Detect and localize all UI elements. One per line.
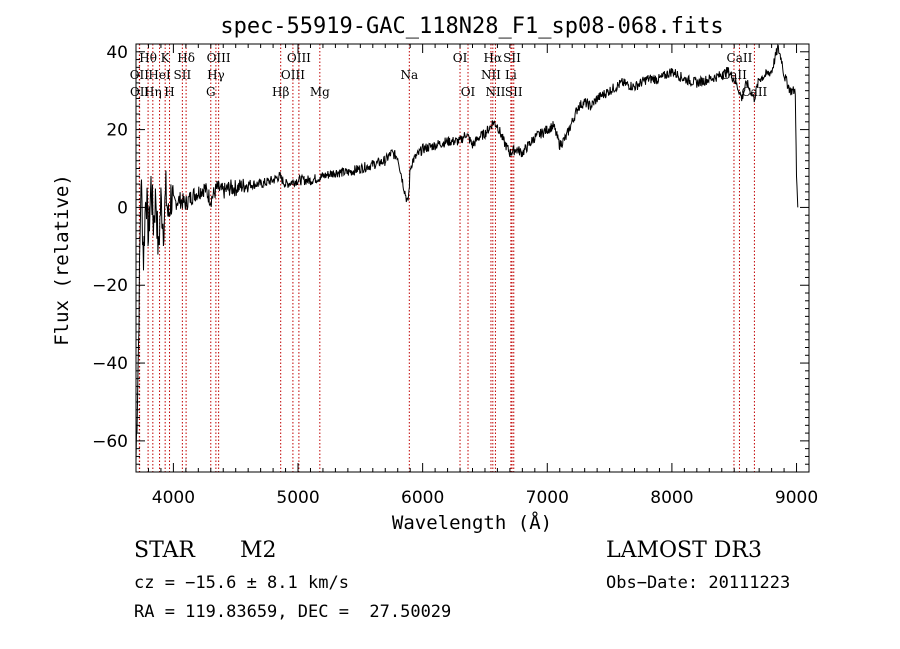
object-class: STAR xyxy=(134,538,195,563)
line-label-20: SII xyxy=(503,51,521,65)
line-label-13: OIII xyxy=(281,68,305,82)
line-label-4: Hη xyxy=(144,85,162,99)
line-label-23: NII xyxy=(485,85,505,99)
y-axis-label: Flux (relative) xyxy=(51,174,73,346)
x-tick-label: 6000 xyxy=(401,488,444,508)
line-label-9: OIII xyxy=(207,51,231,65)
plot-frame xyxy=(135,43,810,473)
y-tick-label: 40 xyxy=(106,43,128,63)
line-label-16: Na xyxy=(400,68,418,82)
line-label-5: K xyxy=(161,51,171,65)
line-label-25: CaII xyxy=(727,51,753,65)
line-label-17: OI xyxy=(453,51,468,65)
x-tick-label: 5000 xyxy=(276,488,319,508)
spectral-line-markers xyxy=(138,44,755,472)
line-label-14: Hβ xyxy=(272,85,289,99)
line-label-15: Mg xyxy=(310,85,330,99)
x-tick-label: 4000 xyxy=(152,488,195,508)
line-label-10: Hγ xyxy=(207,68,225,82)
chart-title: spec-55919-GAC_118N28_F1_sp08-068.fits xyxy=(220,14,723,39)
observation-date: Obs−Date: 20111223 xyxy=(606,573,791,593)
line-label-7: H xyxy=(164,85,174,99)
line-label-27: CaII xyxy=(741,85,767,99)
line-label-8: Hδ xyxy=(177,51,195,65)
survey-label: LAMOST DR3 xyxy=(606,538,762,563)
x-tick-label: 9000 xyxy=(775,488,818,508)
line-label-18: OI xyxy=(461,85,476,99)
y-tick-label: −40 xyxy=(92,354,128,374)
line-label-22: Li xyxy=(505,68,517,82)
coordinates: RA = 119.83659, DEC = 27.50029 xyxy=(134,602,452,622)
x-axis-label: Wavelength (Å) xyxy=(392,511,552,534)
y-tick-label: −60 xyxy=(92,432,128,452)
object-subclass: M2 xyxy=(240,538,277,563)
spectrum-line xyxy=(135,43,799,461)
line-label-3: HeI xyxy=(148,68,171,82)
line-label-12: OIII xyxy=(287,51,311,65)
line-label-24: SII xyxy=(505,85,523,99)
line-label-21: NII xyxy=(481,68,501,82)
y-axis-ticks: −60 −40 −20 0 20 40 xyxy=(92,43,809,465)
line-label-11: G xyxy=(206,85,216,99)
y-tick-label: 0 xyxy=(117,198,128,218)
line-label-6: SII xyxy=(174,68,192,82)
x-tick-label: 7000 xyxy=(526,488,569,508)
line-label-2: OII xyxy=(130,85,150,99)
line-label-19: Hα xyxy=(484,51,503,65)
y-tick-label: 20 xyxy=(106,121,128,141)
x-tick-label: 8000 xyxy=(650,488,693,508)
x-axis-ticks: 4000 5000 6000 7000 8000 9000 xyxy=(135,44,818,508)
redshift-velocity: cz = −15.6 ± 8.1 km/s xyxy=(134,573,349,593)
line-label-0: Hθ xyxy=(139,51,157,65)
y-tick-label: −20 xyxy=(92,276,128,296)
